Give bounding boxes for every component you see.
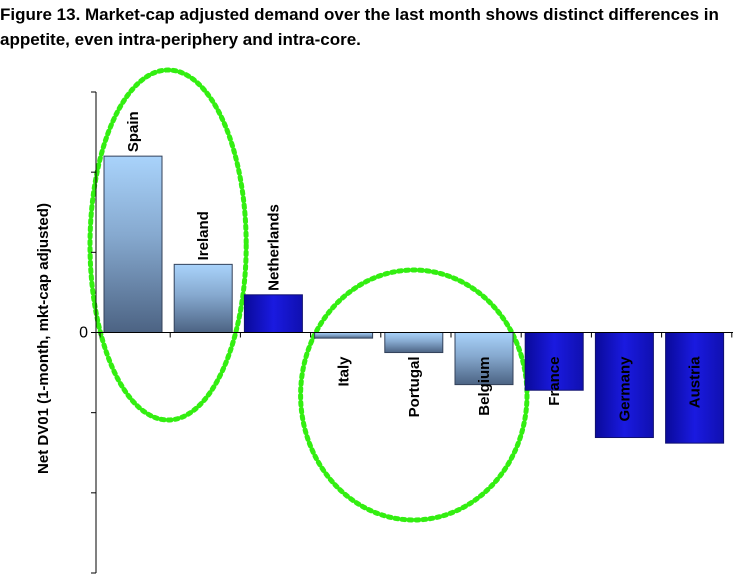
highlight-ellipse — [87, 67, 249, 423]
bar-germany — [594, 332, 654, 439]
bar-france — [524, 332, 584, 391]
bar-label-france: France — [546, 357, 563, 406]
bar-ireland — [173, 263, 233, 334]
highlight-ellipse — [298, 267, 530, 523]
bar-netherlands — [243, 294, 303, 333]
chart-title: Figure 13. Market-cap adjusted demand ov… — [0, 5, 719, 49]
bar-label-ireland: Ireland — [195, 211, 212, 260]
bar-label-portugal: Portugal — [406, 357, 423, 418]
bar-label-netherlands: Netherlands — [265, 204, 282, 291]
bar-label-germany: Germany — [616, 356, 633, 422]
bar-label-italy: Italy — [336, 356, 353, 387]
y-tick-label: 0 — [79, 325, 88, 342]
bar-portugal — [384, 332, 444, 354]
bar-label-belgium: Belgium — [476, 357, 493, 416]
bar-italy — [314, 332, 374, 339]
bar-label-austria: Austria — [687, 356, 704, 408]
bar-spain — [103, 155, 163, 333]
bar-belgium — [454, 332, 514, 386]
y-axis-label: Net DV01 (1-month, mkt-cap adjusted) — [35, 203, 52, 474]
bar-label-spain: Spain — [125, 111, 142, 152]
